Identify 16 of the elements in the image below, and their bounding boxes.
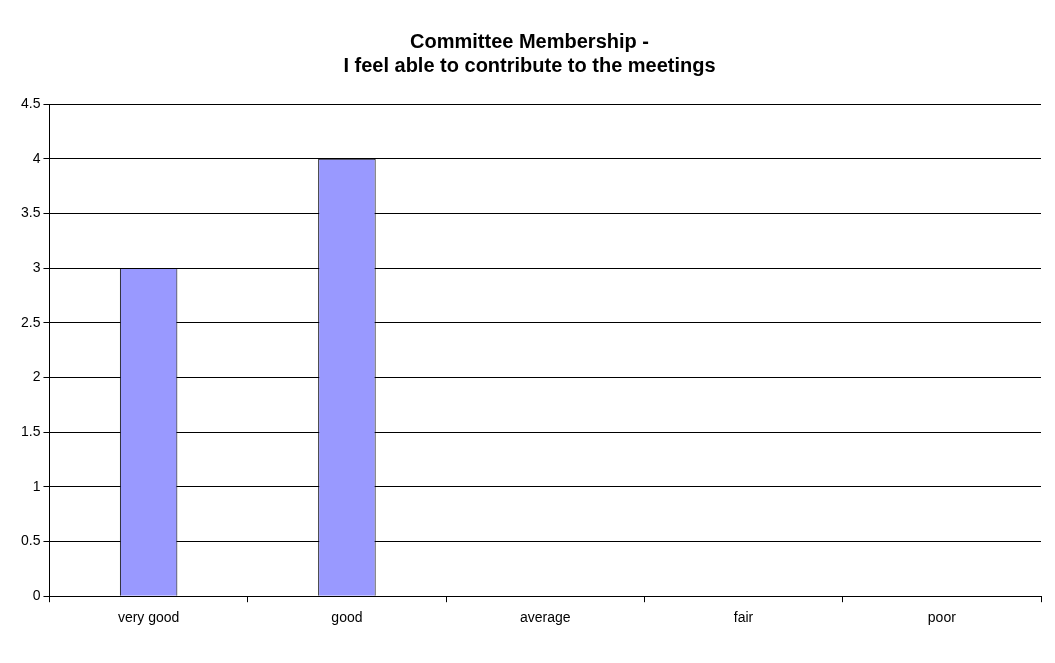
- y-tick-label: 4: [32, 149, 41, 166]
- y-tick-label: 1.5: [20, 422, 41, 439]
- x-tick-label: very good: [117, 609, 180, 626]
- chart-title: Committee Membership - I feel able to contribute to the meetings: [343, 29, 716, 76]
- y-tick-label: 0.5: [20, 532, 41, 549]
- y-tick-label: 0: [32, 587, 41, 604]
- y-tick-label: 1: [32, 477, 41, 494]
- y-tick-label: 2: [32, 368, 41, 385]
- x-tick-label: average: [519, 609, 571, 626]
- y-tick-label: 3: [32, 258, 41, 275]
- y-tick-label: 4.5: [20, 94, 41, 111]
- x-tick-label: poor: [927, 609, 957, 626]
- x-tick-label: good: [331, 609, 363, 626]
- y-tick-label: 3.5: [20, 204, 41, 221]
- y-tick-label: 2.5: [20, 313, 41, 330]
- x-tick-label: fair: [733, 609, 754, 626]
